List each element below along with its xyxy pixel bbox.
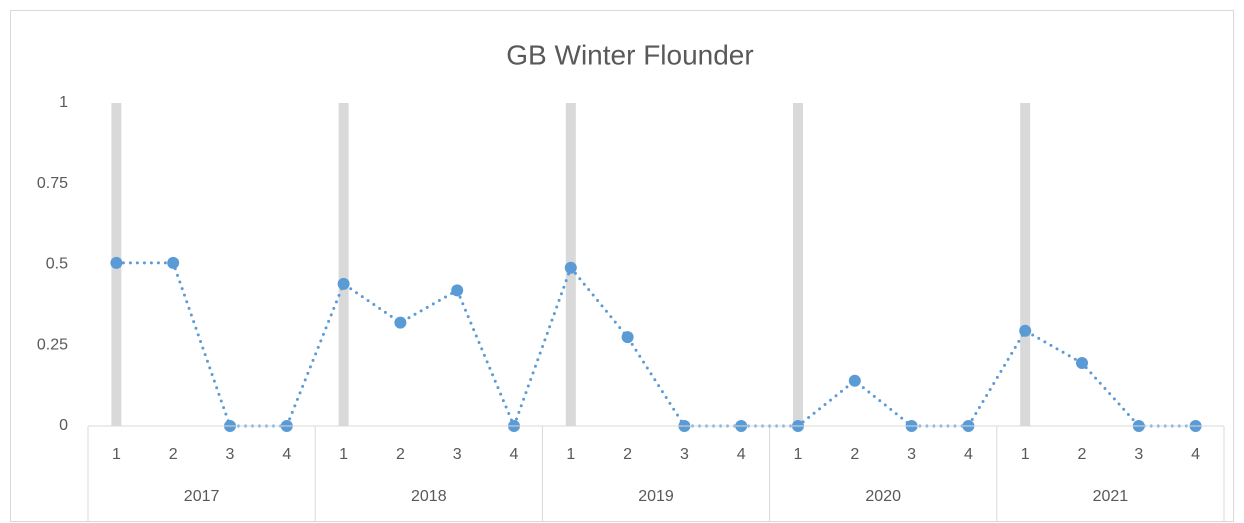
x-tick-label: 3: [907, 446, 916, 463]
x-tick-label: 1: [112, 446, 121, 463]
x-tick-label: 1: [566, 446, 575, 463]
marker: [337, 277, 350, 290]
x-group-label: 2020: [865, 488, 901, 505]
x-tick-label: 2: [623, 446, 632, 463]
x-tick-label: 3: [226, 446, 235, 463]
x-tick-label: 2: [850, 446, 859, 463]
x-tick-label: 4: [510, 446, 519, 463]
bar: [793, 103, 803, 426]
bar: [1020, 103, 1031, 426]
marker: [848, 374, 861, 387]
chart-title: GB Winter Flounder: [506, 39, 753, 70]
y-tick-label: 0: [59, 417, 68, 434]
x-group-label: 2018: [411, 488, 447, 505]
x-tick-label: 4: [964, 446, 973, 463]
marker: [1076, 357, 1088, 370]
marker: [110, 256, 123, 269]
y-tick-label: 1: [59, 94, 68, 111]
x-tick-label: 2: [396, 446, 405, 463]
x-tick-label: 4: [282, 446, 291, 463]
x-tick-label: 2: [1078, 446, 1087, 463]
x-group-label: 2017: [184, 488, 220, 505]
y-tick-label: 0.75: [37, 175, 68, 192]
x-group-label: 2021: [1093, 488, 1129, 505]
x-tick-label: 2: [169, 446, 178, 463]
marker: [1019, 324, 1032, 337]
marker: [621, 331, 634, 344]
marker: [167, 256, 180, 269]
x-tick-label: 4: [1191, 446, 1200, 463]
x-tick-label: 3: [453, 446, 462, 463]
line: [114, 261, 1198, 431]
x-tick-label: 1: [794, 446, 803, 463]
marker: [564, 261, 577, 274]
x-tick-label: 4: [737, 446, 746, 463]
x-tick-label: 1: [339, 446, 348, 463]
y-tick-label: 0.5: [46, 256, 68, 273]
x-group-label: 2019: [638, 488, 674, 505]
y-tick-label: 0.25: [37, 336, 68, 353]
x-tick-label: 3: [1134, 446, 1143, 463]
chart-border: [10, 10, 1234, 522]
marker: [451, 284, 464, 297]
bar: [338, 103, 349, 426]
x-tick-label: 1: [1021, 446, 1030, 463]
x-tick-label: 3: [680, 446, 689, 463]
marker: [394, 316, 407, 329]
